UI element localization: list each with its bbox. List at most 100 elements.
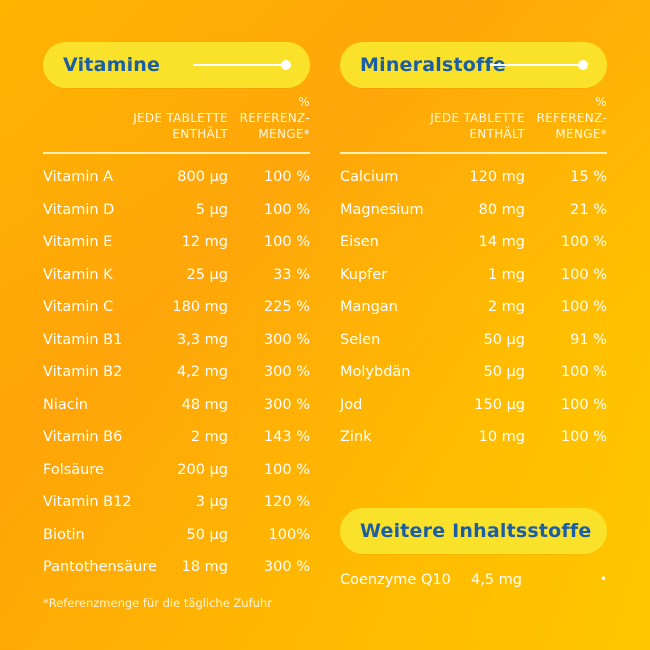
reference-percent: 100 % [263, 234, 310, 250]
reference-percent: 21 % [570, 201, 607, 218]
slider-line-icon [193, 64, 285, 66]
vitamins-title: Vitamine [63, 54, 161, 76]
nutrient-name: Jod [340, 396, 363, 413]
slider-line-icon [490, 64, 582, 66]
others-title-pill: Weitere Inhaltsstoffe [340, 507, 607, 554]
nutrient-name: Magnesium [340, 201, 424, 218]
nutrient-amount: 50 µg [186, 526, 229, 543]
table-row: Mangan 2 mg 100 % [340, 299, 607, 332]
reference-percent: 143 % [263, 429, 310, 445]
table-row: Vitamin B6 2 mg 143 % [43, 429, 310, 462]
nutrient-name: Selen [340, 331, 381, 348]
nutrient-name: Folsäure [43, 461, 104, 478]
reference-percent: 100 % [263, 169, 310, 185]
minerals-section: Mineralstoffe % JEDE TABLETTE ENTHÄLT RE… [340, 42, 607, 604]
reference-percent: 100 % [560, 364, 607, 380]
header-percent: % [595, 95, 607, 109]
reference-percent: 225 % [263, 299, 310, 315]
minerals-title: Mineralstoffe [360, 54, 506, 76]
table-row: Biotin 50 µg 100% [43, 527, 310, 560]
nutrient-name: Vitamin B1 [43, 331, 123, 348]
slider-dot-icon [578, 60, 588, 70]
header-amount-line2: ENTHÄLT [469, 127, 525, 141]
table-row: Vitamin A 800 µg 100 % [43, 169, 310, 202]
footnote: *Referenzmenge für die tägliche Zufuhr [43, 596, 272, 610]
others-rows: Coenzyme Q10 4,5 mg • [340, 572, 607, 605]
reference-percent: 300 % [263, 364, 310, 380]
table-row: Vitamin B2 4,2 mg 300 % [43, 364, 310, 397]
header-divider [340, 152, 607, 154]
reference-percent: 100 % [560, 299, 607, 315]
reference-percent: 100 % [263, 201, 310, 218]
table-row: Eisen 14 mg 100 % [340, 234, 607, 267]
table-row: Folsäure 200 µg 100 % [43, 462, 310, 495]
nutrient-name: Vitamin K [43, 266, 113, 283]
nutrient-name: Zink [340, 429, 372, 445]
table-row: Molybdän 50 µg 100 % [340, 364, 607, 397]
nutrient-name: Vitamin B6 [43, 429, 123, 445]
nutrient-amount: 120 mg [469, 169, 525, 185]
nutrient-amount: 50 µg [483, 364, 526, 380]
table-row: Jod 150 µg 100 % [340, 397, 607, 430]
nutrient-amount: 200 µg [177, 461, 228, 478]
reference-percent: 15 % [570, 169, 607, 185]
others-title: Weitere Inhaltsstoffe [360, 519, 592, 542]
reference-percent: 100 % [560, 396, 607, 413]
nutrient-amount: 25 µg [186, 266, 229, 283]
nutrient-amount: 4,2 mg [177, 364, 228, 380]
reference-percent: 100 % [560, 266, 607, 283]
nutrient-amount: 150 µg [474, 396, 525, 413]
header-amount-line2: ENTHÄLT [172, 127, 228, 141]
table-row: Magnesium 80 mg 21 % [340, 202, 607, 235]
vitamins-table-header: % JEDE TABLETTE ENTHÄLT REFERENZ- MENGE* [43, 94, 310, 152]
vitamins-section: Vitamine % JEDE TABLETTE ENTHÄLT REFEREN… [43, 42, 310, 592]
table-row: Vitamin B1 3,3 mg 300 % [43, 332, 310, 365]
nutrient-amount: 80 mg [478, 201, 525, 218]
nutrient-amount: 50 µg [483, 331, 526, 348]
reference-bullet: • [599, 571, 607, 586]
table-row: Selen 50 µg 91 % [340, 332, 607, 365]
reference-percent: 100 % [560, 234, 607, 250]
table-row: Zink 10 mg 100 % [340, 429, 607, 462]
reference-percent: 300 % [263, 396, 310, 413]
nutrient-amount: 2 mg [190, 429, 228, 445]
table-row: Coenzyme Q10 4,5 mg • [340, 572, 607, 605]
reference-percent: 100% [268, 526, 310, 543]
nutrient-amount: 10 mg [478, 429, 525, 445]
header-reference-line2: MENGE* [555, 127, 607, 141]
minerals-table-header: % JEDE TABLETTE ENTHÄLT REFERENZ- MENGE* [340, 94, 607, 152]
nutrient-amount: 4,5 mg [471, 571, 522, 588]
reference-percent: 100 % [560, 429, 607, 445]
nutrient-amount: 48 mg [181, 396, 228, 413]
table-row: Pantothensäure 18 mg 300 % [43, 559, 310, 592]
table-row: Niacin 48 mg 300 % [43, 397, 310, 430]
header-percent: % [298, 95, 310, 109]
nutrient-amount: 800 µg [177, 169, 228, 185]
table-row: Vitamin B12 3 µg 120 % [43, 494, 310, 527]
nutrient-amount: 2 mg [487, 299, 525, 315]
header-divider [43, 152, 310, 154]
nutrient-amount: 18 mg [181, 559, 228, 575]
nutrient-name: Vitamin E [43, 234, 113, 250]
reference-percent: 300 % [263, 559, 310, 575]
table-row: Calcium 120 mg 15 % [340, 169, 607, 202]
nutrient-amount: 14 mg [478, 234, 525, 250]
table-row: Kupfer 1 mg 100 % [340, 267, 607, 300]
table-row: Vitamin K 25 µg 33 % [43, 267, 310, 300]
reference-percent: 100 % [263, 461, 310, 478]
nutrient-amount: 12 mg [181, 234, 228, 250]
nutrient-name: Vitamin D [43, 201, 115, 218]
nutrient-name: Kupfer [340, 266, 388, 283]
nutrient-name: Eisen [340, 234, 379, 250]
nutrient-name: Molybdän [340, 364, 411, 380]
slider-dot-icon [281, 60, 291, 70]
nutrient-name: Vitamin C [43, 299, 114, 315]
table-row: Vitamin D 5 µg 100 % [43, 202, 310, 235]
nutrient-amount: 1 mg [487, 266, 525, 283]
nutrient-name: Coenzyme Q10 [340, 571, 451, 588]
nutrient-name: Vitamin B2 [43, 364, 123, 380]
header-reference-line1: REFERENZ- [536, 111, 607, 125]
reference-percent: 120 % [263, 494, 310, 510]
nutrient-amount: 180 mg [172, 299, 228, 315]
